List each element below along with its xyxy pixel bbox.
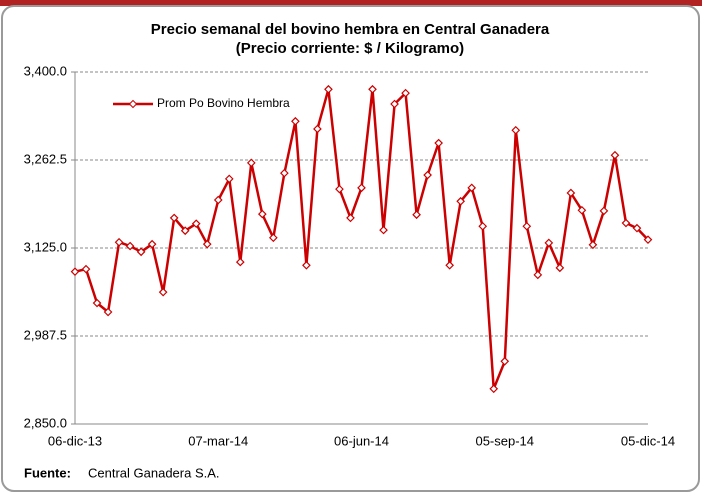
data-point: [235, 257, 245, 267]
data-point: [147, 239, 157, 249]
data-point: [423, 170, 432, 180]
data-point: [246, 158, 256, 168]
data-point: [280, 168, 289, 178]
data-point: [346, 213, 355, 223]
y-tick-label: 2,850.0: [24, 415, 67, 430]
data-point: [125, 241, 135, 251]
data-point: [390, 99, 399, 109]
data-point: [70, 267, 80, 277]
y-tick-label: 3,262.5: [24, 151, 67, 166]
data-point: [588, 240, 598, 250]
data-point: [467, 183, 477, 193]
data-point: [202, 239, 212, 249]
data-point: [379, 225, 388, 235]
y-tick-label: 3,125.0: [24, 239, 67, 254]
data-point: [599, 206, 609, 216]
data-point: [357, 183, 366, 193]
data-point: [456, 196, 466, 206]
data-point: [92, 298, 102, 308]
y-tick-label: 2,987.5: [24, 327, 67, 342]
data-point: [643, 235, 653, 245]
legend-marker: [128, 99, 138, 109]
data-point: [401, 88, 410, 98]
data-point: [489, 384, 499, 394]
data-point: [522, 221, 532, 231]
data-point: [191, 219, 201, 229]
data-point: [445, 260, 455, 270]
data-point: [566, 188, 576, 198]
x-tick-label: 06-jun-14: [334, 433, 389, 448]
data-point: [434, 138, 443, 148]
data-point: [511, 125, 521, 135]
data-point: [291, 116, 300, 126]
source-label: Fuente:: [24, 465, 71, 480]
data-point: [621, 218, 631, 228]
data-point: [103, 307, 113, 317]
data-point: [180, 226, 190, 236]
x-tick-label: 05-dic-14: [621, 433, 675, 448]
data-point: [533, 270, 543, 280]
data-point: [213, 195, 223, 205]
x-tick-label: 07-mar-14: [188, 433, 248, 448]
y-tick-label: 3,400.0: [24, 63, 67, 78]
data-point: [577, 205, 587, 215]
data-point: [555, 263, 565, 273]
data-point: [158, 287, 168, 297]
data-point: [412, 210, 421, 220]
data-point: [632, 223, 642, 233]
data-point: [257, 209, 267, 219]
chart-title: Precio semanal del bovino hembra en Cent…: [151, 21, 550, 38]
data-point: [302, 260, 311, 270]
data-point: [500, 356, 510, 366]
data-point: [169, 213, 179, 223]
data-point: [544, 238, 554, 248]
data-point: [324, 84, 333, 94]
data-point: [478, 221, 488, 231]
data-point: [313, 124, 322, 134]
data-point: [81, 264, 91, 274]
source: Central Ganadera S.A.: [88, 465, 220, 480]
data-point: [335, 184, 344, 194]
chart-subtitle: (Precio corriente: $ / Kilogramo): [236, 40, 464, 57]
data-point: [136, 247, 146, 257]
data-point: [368, 84, 377, 94]
x-tick-label: 06-dic-13: [48, 433, 102, 448]
legend-label: Prom Po Bovino Hembra: [157, 96, 290, 110]
top-strip: [0, 0, 702, 6]
x-tick-label: 05-sep-14: [475, 433, 534, 448]
data-point: [610, 150, 620, 160]
data-point: [114, 237, 124, 247]
data-point: [224, 174, 234, 184]
data-point: [268, 233, 278, 243]
